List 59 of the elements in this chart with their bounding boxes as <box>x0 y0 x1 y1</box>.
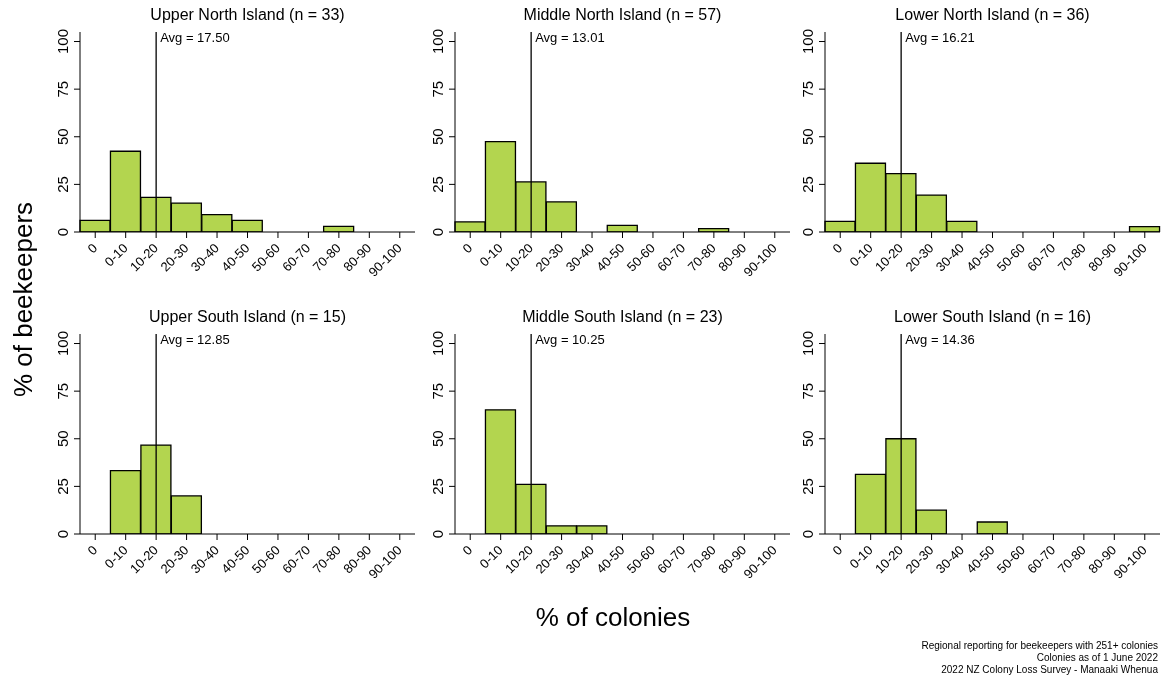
y-tick-label: 25 <box>429 478 446 495</box>
x-tick-label: 0 <box>84 240 101 257</box>
ref-line-label: Avg = 13.01 <box>535 30 605 45</box>
y-tick-label: 0 <box>799 529 816 539</box>
y-tick-label: 100 <box>54 331 71 357</box>
y-tick-label: 50 <box>429 128 446 146</box>
x-tick-label: 0-10 <box>101 542 131 572</box>
y-tick-label: 100 <box>54 29 71 55</box>
y-tick-label: 0 <box>799 227 816 237</box>
y-tick-label: 100 <box>429 331 446 357</box>
x-tick-label: 0-10 <box>101 240 131 270</box>
y-tick-label: 0 <box>429 529 446 539</box>
ref-line-label: Avg = 17.50 <box>160 30 230 45</box>
text: Regional reporting for beekeepers with 251+ colonies <box>920 640 1158 652</box>
y-tick-label: 75 <box>54 382 71 400</box>
y-tick-label: 100 <box>799 29 816 55</box>
chart-title: Middle North Island (n = 57) <box>522 5 723 25</box>
x-tick-label: 0-10 <box>476 542 506 572</box>
text: Colonies as of 1 June 2022 <box>1035 652 1158 664</box>
y-tick-label: 25 <box>799 176 816 193</box>
ref-line-label: Avg = 14.36 <box>905 332 975 347</box>
y-tick-label: 0 <box>54 529 71 539</box>
y-tick-label: 75 <box>429 382 446 400</box>
chart-title: Upper North Island (n = 33) <box>149 5 346 25</box>
x-tick-label: 0-10 <box>476 240 506 270</box>
y-tick-label: 25 <box>54 176 71 193</box>
y-tick-label: 50 <box>54 430 71 448</box>
y-tick-label: 50 <box>54 128 71 146</box>
x-tick-label: 0 <box>459 542 476 559</box>
y-tick-label: 100 <box>429 29 446 55</box>
y-tick-label: 25 <box>799 478 816 495</box>
y-tick-label: 75 <box>799 382 816 400</box>
y-axis-title: % of beekeepers <box>7 200 39 400</box>
ref-line-label: Avg = 12.85 <box>160 332 230 347</box>
ref-line-label: Avg = 10.25 <box>535 332 605 347</box>
chart-title: Lower North Island (n = 36) <box>894 5 1091 25</box>
y-tick-label: 50 <box>799 128 816 146</box>
x-tick-label: 0 <box>459 240 476 257</box>
y-tick-label: 75 <box>799 80 816 98</box>
y-tick-label: 0 <box>429 227 446 237</box>
y-tick-label: 100 <box>799 331 816 357</box>
y-tick-label: 50 <box>799 430 816 448</box>
y-tick-label: 75 <box>54 80 71 98</box>
x-tick-label: 0 <box>829 240 846 257</box>
y-tick-label: 25 <box>429 176 446 193</box>
y-tick-label: 25 <box>54 478 71 495</box>
x-tick-label: 0-10 <box>846 240 876 270</box>
chart-title: Upper South Island (n = 15) <box>148 307 347 327</box>
x-axis-title: % of colonies <box>534 602 692 633</box>
y-tick-label: 50 <box>429 430 446 448</box>
text: 2022 NZ Colony Loss Survey - Manaaki Whenua <box>940 664 1158 676</box>
chart-title: Middle South Island (n = 23) <box>521 307 724 327</box>
ref-line-label: Avg = 16.21 <box>905 30 975 45</box>
x-tick-label: 0 <box>84 542 101 559</box>
chart-title: Lower South Island (n = 16) <box>893 307 1092 327</box>
x-tick-label: 0 <box>829 542 846 559</box>
y-tick-label: 0 <box>54 227 71 237</box>
y-tick-label: 75 <box>429 80 446 98</box>
x-tick-label: 0-10 <box>846 542 876 572</box>
